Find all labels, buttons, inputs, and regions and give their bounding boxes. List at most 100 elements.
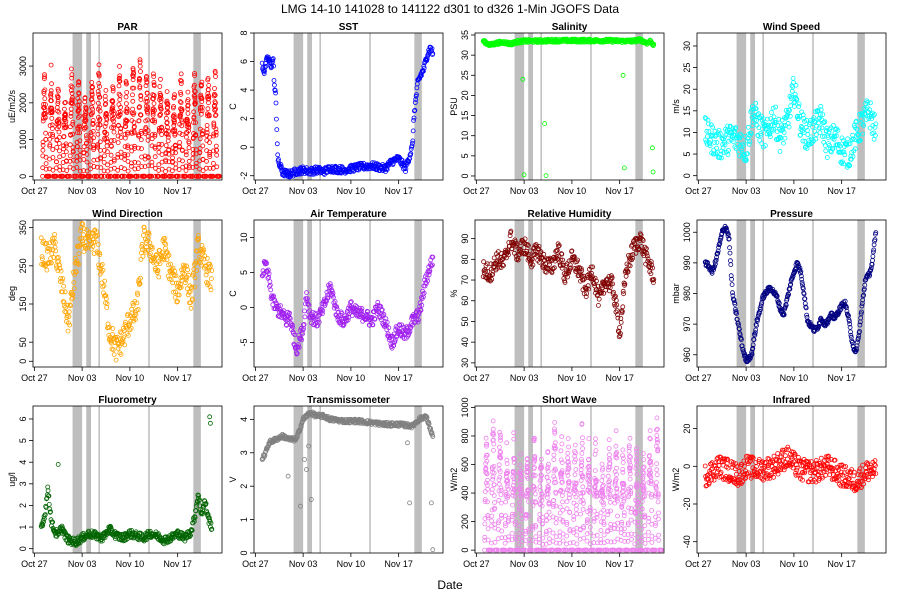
data-point <box>204 133 210 139</box>
x-tick-label: Nov 17 <box>163 559 192 569</box>
data-point <box>192 515 198 520</box>
data-point <box>95 131 101 137</box>
data-point <box>47 506 53 512</box>
data-point <box>867 107 873 113</box>
data-point <box>856 333 862 339</box>
y-tick-label: 1 <box>18 525 28 530</box>
data-point <box>525 242 530 248</box>
data-point <box>165 253 171 259</box>
data-point <box>213 132 219 138</box>
data-point <box>613 297 619 303</box>
data-point <box>172 268 178 274</box>
data-point <box>141 224 147 230</box>
data-point <box>95 142 100 148</box>
data-point <box>622 165 627 171</box>
data-point <box>711 267 717 273</box>
cast-shade-band <box>193 220 201 367</box>
data-point <box>110 332 115 337</box>
data-point <box>57 262 62 268</box>
panel-frame <box>474 219 665 368</box>
data-points <box>480 36 657 179</box>
data-point <box>69 90 75 96</box>
data-point <box>105 149 110 155</box>
data-point <box>213 112 219 118</box>
y-tick-label: 1000 <box>18 130 28 150</box>
data-point <box>43 161 49 167</box>
data-point <box>744 138 750 144</box>
panel-plot-area <box>40 33 222 180</box>
data-point <box>773 104 778 110</box>
cast-shade-band <box>514 220 525 367</box>
data-point <box>294 351 300 356</box>
data-point <box>199 96 205 101</box>
data-point <box>156 162 162 168</box>
data-point <box>132 159 138 165</box>
y-tick-label: 10 <box>682 127 692 137</box>
data-point <box>754 118 759 123</box>
data-point <box>758 303 764 309</box>
data-point <box>861 123 866 129</box>
data-point <box>206 267 212 273</box>
data-point <box>722 142 728 148</box>
data-point <box>413 97 419 102</box>
data-point <box>848 332 854 338</box>
data-point <box>58 275 64 281</box>
x-tick-label: Nov 17 <box>163 373 192 383</box>
data-point <box>507 233 513 239</box>
data-point <box>150 112 156 118</box>
data-point <box>166 151 172 157</box>
cast-shade-band <box>86 33 91 180</box>
cast-shade-band <box>736 220 747 367</box>
data-point <box>157 84 163 89</box>
data-point <box>91 164 97 169</box>
data-point <box>104 131 110 137</box>
data-point <box>116 341 122 347</box>
data-point <box>208 263 213 269</box>
cast-shade-band <box>72 220 83 367</box>
data-point <box>726 236 732 242</box>
data-point <box>203 272 209 278</box>
data-points <box>259 44 436 180</box>
data-point <box>50 132 55 137</box>
data-point <box>855 133 861 138</box>
data-point <box>63 118 69 124</box>
y-tick-label: 4 <box>18 460 28 465</box>
data-point <box>409 140 415 146</box>
data-point <box>847 321 853 327</box>
panel-frame <box>32 32 223 181</box>
data-point <box>534 252 540 258</box>
cast-shade-band <box>293 33 304 180</box>
data-point <box>96 73 102 79</box>
data-point <box>53 239 58 245</box>
data-point <box>617 325 622 330</box>
data-point <box>381 311 387 317</box>
data-point <box>770 105 776 111</box>
data-point <box>100 284 106 290</box>
data-point <box>199 511 205 517</box>
data-point <box>726 138 732 144</box>
x-tick-label: Oct 27 <box>242 373 269 383</box>
data-point <box>505 252 511 258</box>
data-points <box>38 414 215 548</box>
data-point <box>171 289 176 295</box>
data-point <box>294 434 300 440</box>
data-point <box>214 147 219 153</box>
data-point <box>204 123 210 128</box>
data-point <box>729 276 734 282</box>
data-point <box>599 290 605 296</box>
data-point <box>54 159 59 165</box>
data-point <box>266 271 272 277</box>
panel-plot-area <box>480 220 657 367</box>
data-point <box>304 296 310 302</box>
data-point <box>298 424 304 430</box>
data-point <box>717 240 723 246</box>
data-point <box>195 232 201 238</box>
data-point <box>850 154 856 159</box>
data-point <box>186 128 191 134</box>
y-tick-label: 2 <box>239 116 249 121</box>
data-point <box>58 173 64 179</box>
data-points <box>259 254 436 357</box>
